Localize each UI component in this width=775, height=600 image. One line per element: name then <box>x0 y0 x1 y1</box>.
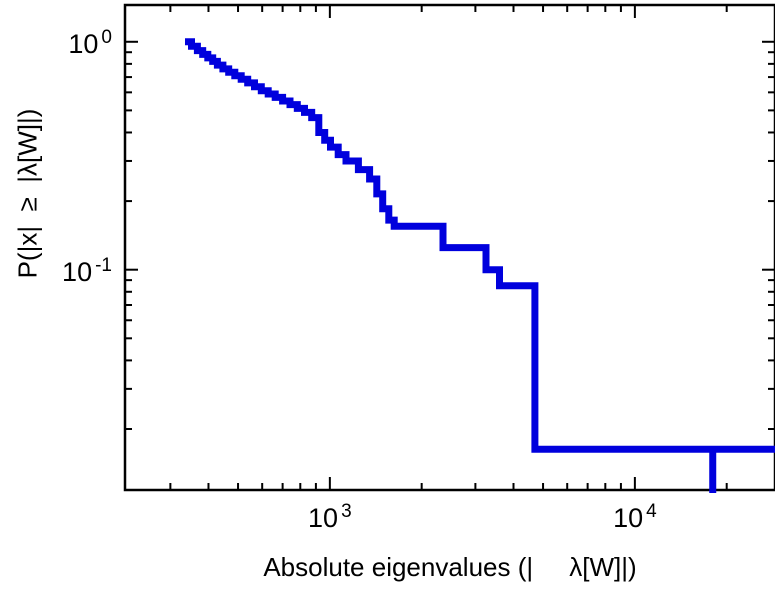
x-tick-label: 10 3 <box>308 501 352 533</box>
y-axis-label: P(|x| ≥ |λ[W]|) <box>12 108 43 279</box>
x-tick-label: 10 4 <box>613 501 657 533</box>
y-tick-label: 10 0 <box>68 26 112 59</box>
y-tick-label: 10 -1 <box>62 254 112 287</box>
x-axis-label: Absolute eigenvalues (| λ[W]|) <box>263 552 637 582</box>
plot-frame <box>123 3 775 492</box>
ccdf-step-line <box>185 38 775 453</box>
